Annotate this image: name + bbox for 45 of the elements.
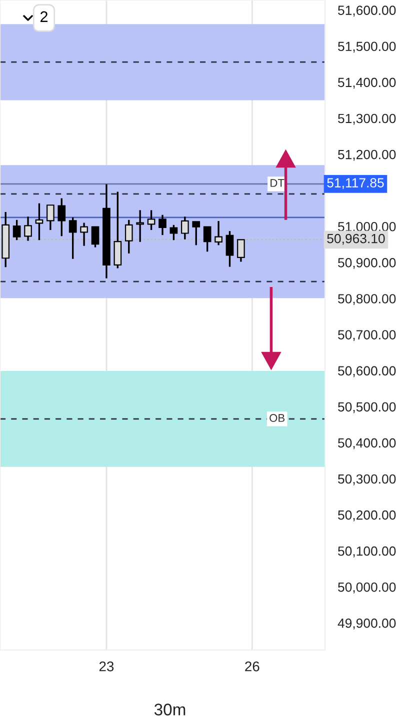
x-tick-label: 26 — [245, 661, 260, 672]
candlestick — [203, 226, 212, 252]
candlestick — [12, 219, 21, 241]
candlestick — [237, 238, 245, 263]
candlestick — [226, 230, 234, 268]
y-tick-label: 50,900.00 — [338, 258, 396, 269]
y-tick-label: 50,000.00 — [338, 582, 396, 594]
candlestick — [35, 202, 44, 241]
y-tick-label: 50,400.00 — [338, 438, 396, 450]
text: 50,963.10 — [327, 234, 385, 245]
y-tick-label: 50,500.00 — [338, 402, 396, 414]
y-tick-label: 51,500.00 — [338, 42, 396, 53]
candlestick — [68, 216, 77, 260]
y-tick-label: 50,100.00 — [338, 546, 396, 558]
candlestick — [180, 216, 189, 240]
candlestick — [46, 204, 54, 231]
ref-line-label: DT — [270, 179, 284, 187]
x-tick-label: 23 — [99, 661, 114, 672]
text: 30m — [154, 704, 186, 716]
y-tick-label: 50,700.00 — [338, 330, 396, 342]
y-tick-label: 51,200.00 — [338, 150, 396, 161]
y-tick-label: 51,600.00 — [338, 6, 396, 17]
text: 51,117.85 — [327, 178, 384, 190]
candlestick — [80, 222, 88, 247]
candlestick — [114, 190, 122, 270]
y-tick-label: 50,600.00 — [338, 366, 396, 378]
candlestick — [124, 219, 133, 254]
y-tick-label: 49,900.00 — [338, 618, 396, 630]
y-tick-label: 50,200.00 — [338, 510, 396, 522]
candlestick — [136, 209, 144, 243]
candlestick — [170, 224, 178, 241]
candlestick — [147, 209, 156, 231]
y-tick-label: 51,300.00 — [338, 114, 396, 125]
y-tick-label: 50,300.00 — [338, 474, 396, 486]
y-tick-label: 51,400.00 — [338, 78, 396, 89]
candlestick — [158, 214, 166, 236]
annotation: 2 — [40, 11, 48, 22]
candlestick — [91, 226, 100, 248]
candlestick — [24, 216, 32, 242]
ref-line-label: OB — [270, 414, 285, 422]
candlestick — [58, 197, 66, 237]
y-tick-label: 50,800.00 — [338, 294, 396, 305]
candlestick — [192, 220, 200, 246]
candlestick — [214, 220, 222, 246]
y-tick-label: 51,000.00 — [338, 222, 396, 233]
